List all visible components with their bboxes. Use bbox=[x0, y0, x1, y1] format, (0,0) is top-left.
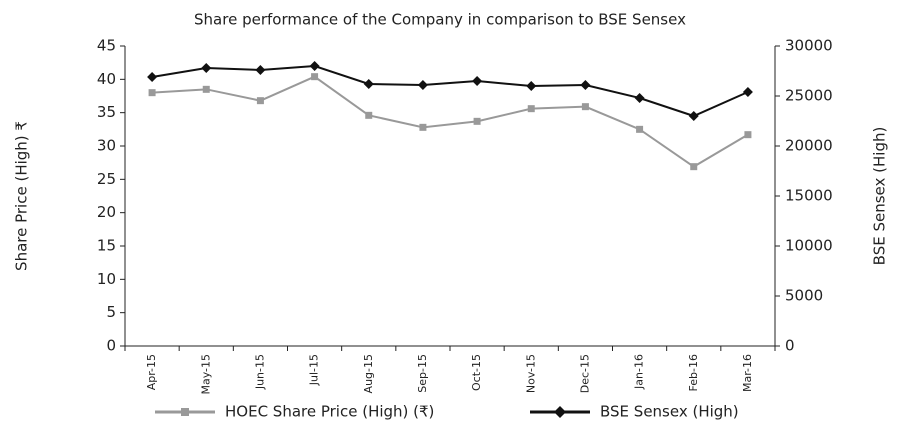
series-marker bbox=[472, 76, 483, 86]
x-tick-label: Oct-15 bbox=[470, 354, 483, 391]
y2-tick-label: 20000 bbox=[785, 137, 833, 155]
y-tick-label: 20 bbox=[97, 203, 116, 221]
series-marker bbox=[419, 123, 427, 131]
series-marker bbox=[148, 89, 156, 97]
series-marker bbox=[311, 73, 319, 81]
y2-tick-label: 10000 bbox=[785, 237, 833, 255]
series-marker bbox=[636, 125, 644, 133]
series-marker bbox=[309, 61, 320, 71]
x-tick-label: Jul-15 bbox=[308, 354, 321, 386]
y2-axis-label: BSE Sensex (High) bbox=[871, 127, 889, 266]
x-tick-label: Sep-15 bbox=[416, 354, 429, 393]
legend-marker bbox=[554, 406, 566, 418]
x-tick-label: Aug-15 bbox=[362, 354, 375, 393]
series-marker bbox=[201, 63, 212, 73]
series-marker bbox=[417, 80, 428, 90]
series-marker bbox=[363, 79, 374, 89]
x-tick-label: Jun-15 bbox=[253, 354, 266, 390]
y-tick-label: 15 bbox=[97, 237, 116, 255]
y-tick-label: 35 bbox=[97, 103, 116, 121]
x-tick-label: Mar-16 bbox=[741, 354, 754, 392]
y2-tick-label: 0 bbox=[785, 337, 795, 355]
y2-tick-label: 5000 bbox=[785, 287, 823, 305]
y-tick-label: 0 bbox=[106, 337, 116, 355]
x-tick-label: Nov-15 bbox=[524, 354, 537, 393]
series-marker bbox=[202, 85, 210, 93]
y-tick-label: 40 bbox=[97, 70, 116, 88]
series-marker bbox=[690, 163, 698, 171]
series-marker bbox=[744, 131, 752, 139]
x-tick-label: May-15 bbox=[199, 354, 212, 395]
series-marker bbox=[581, 103, 589, 111]
y2-tick-label: 25000 bbox=[785, 87, 833, 105]
series-marker bbox=[147, 72, 158, 82]
series-marker bbox=[526, 81, 537, 91]
chart-title: Share performance of the Company in comp… bbox=[194, 11, 686, 29]
legend-label: HOEC Share Price (High) (₹) bbox=[225, 403, 434, 421]
series-marker bbox=[473, 117, 481, 125]
y-tick-label: 25 bbox=[97, 170, 116, 188]
y2-tick-label: 30000 bbox=[785, 37, 833, 55]
series-marker bbox=[527, 105, 535, 113]
y-axis-label: Share Price (High) ₹ bbox=[13, 121, 31, 271]
legend-label: BSE Sensex (High) bbox=[600, 403, 739, 421]
series-marker bbox=[634, 93, 645, 103]
x-tick-label: Jan-16 bbox=[633, 354, 646, 390]
x-tick-label: Apr-15 bbox=[145, 354, 158, 390]
y-tick-label: 30 bbox=[97, 137, 116, 155]
y-tick-label: 10 bbox=[97, 270, 116, 288]
series-marker bbox=[742, 87, 753, 97]
series-marker bbox=[580, 80, 591, 90]
y2-tick-label: 15000 bbox=[785, 187, 833, 205]
x-tick-label: Dec-15 bbox=[578, 354, 591, 393]
series-marker bbox=[365, 111, 373, 119]
series-line bbox=[152, 75, 749, 168]
series-marker bbox=[255, 65, 266, 75]
series-marker bbox=[688, 111, 699, 121]
series-marker bbox=[256, 97, 264, 105]
legend-marker bbox=[181, 408, 189, 416]
series-line bbox=[151, 64, 749, 118]
y-tick-label: 45 bbox=[97, 37, 116, 55]
x-tick-label: Feb-16 bbox=[687, 354, 700, 391]
y-tick-label: 5 bbox=[106, 303, 116, 321]
